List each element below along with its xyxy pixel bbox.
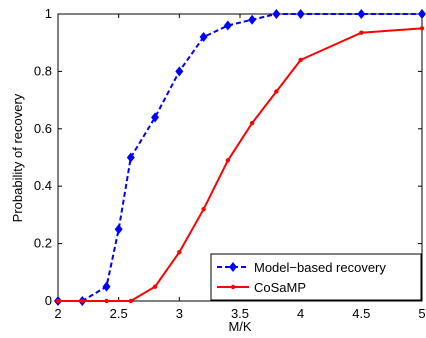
legend: Model−based recovery CoSaMP [210, 253, 422, 301]
x-tick-label: 2.5 [110, 306, 128, 321]
data-point-cosamp [274, 89, 279, 94]
legend-label-model-based: Model−based recovery [254, 260, 386, 275]
data-point-model-based [248, 14, 257, 25]
data-point-cosamp [177, 250, 182, 255]
x-tick-label: 4.5 [352, 306, 370, 321]
y-tick-label: 0.4 [34, 178, 52, 193]
data-point-cosamp [201, 206, 206, 212]
data-point-cosamp [419, 26, 425, 31]
x-tick-label: 4 [297, 306, 304, 321]
legend-marker-cosamp [230, 284, 236, 290]
data-point-model-based [151, 112, 160, 123]
x-tick-label: 3.5 [231, 306, 249, 321]
data-point-cosamp [55, 298, 61, 304]
data-point-cosamp [298, 57, 303, 63]
data-point-model-based [114, 224, 123, 235]
y-tick-label: 1 [45, 6, 52, 21]
y-tick-label: 0.2 [34, 236, 52, 251]
data-point-model-based [126, 152, 135, 163]
y-tick-label: 0.8 [34, 63, 52, 78]
data-point-model-based [223, 20, 232, 31]
series-group [54, 9, 426, 306]
x-tick-label: 5 [418, 306, 425, 321]
data-point-cosamp [104, 298, 109, 304]
data-point-model-based [296, 9, 305, 19]
data-point-model-based [102, 281, 111, 292]
data-point-model-based [418, 9, 426, 19]
x-axis-label: M/K [228, 319, 251, 334]
legend-box [210, 253, 422, 301]
y-tick-label: 0.6 [34, 121, 52, 136]
x-tick-label: 2 [54, 306, 61, 321]
data-point-cosamp [359, 30, 364, 35]
x-tick-label: 3 [176, 306, 183, 321]
data-point-model-based [199, 31, 208, 42]
data-point-cosamp [128, 298, 133, 304]
legend-label-cosamp: CoSaMP [254, 280, 306, 295]
data-point-model-based [357, 9, 366, 19]
data-point-model-based [272, 9, 281, 19]
y-tick-label: 0 [45, 293, 52, 308]
data-point-cosamp [80, 298, 85, 304]
plot-area [57, 13, 423, 302]
y-axis-label: Probability of recovery [10, 93, 25, 222]
data-point-cosamp [225, 158, 231, 163]
data-point-cosamp [249, 120, 255, 126]
data-point-cosamp [152, 284, 158, 289]
legend-marker-model-based [229, 262, 237, 272]
data-point-model-based [175, 66, 184, 77]
